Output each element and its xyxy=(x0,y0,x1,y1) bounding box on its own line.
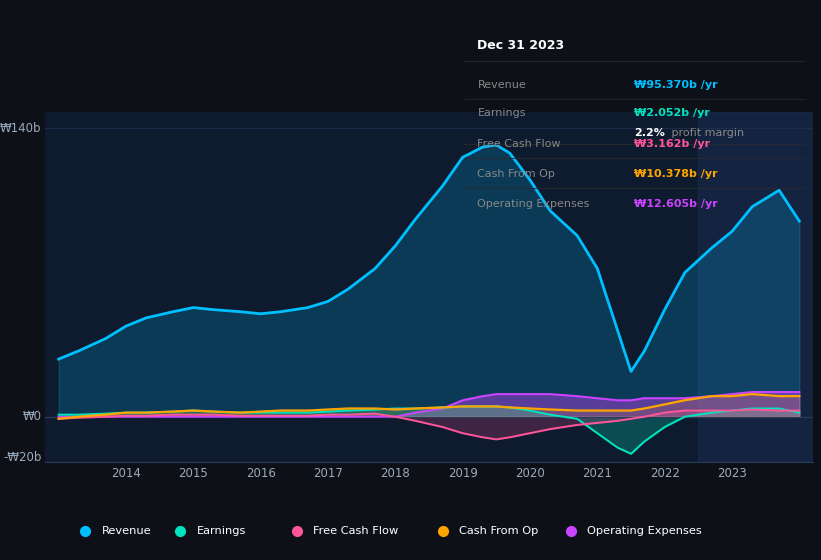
Text: Operating Expenses: Operating Expenses xyxy=(587,526,702,535)
Text: Free Cash Flow: Free Cash Flow xyxy=(314,526,398,535)
Bar xyxy=(699,112,813,462)
Text: Earnings: Earnings xyxy=(478,108,526,118)
Text: Operating Expenses: Operating Expenses xyxy=(478,199,589,209)
Text: Free Cash Flow: Free Cash Flow xyxy=(478,139,561,150)
Text: Earnings: Earnings xyxy=(196,526,245,535)
Text: ₩95.370b /yr: ₩95.370b /yr xyxy=(635,80,718,90)
Text: profit margin: profit margin xyxy=(668,128,745,138)
Text: ₩0: ₩0 xyxy=(22,410,41,423)
Text: Cash From Op: Cash From Op xyxy=(460,526,539,535)
Text: 2.2%: 2.2% xyxy=(635,128,665,138)
Text: ₩12.605b /yr: ₩12.605b /yr xyxy=(635,199,718,209)
Text: Revenue: Revenue xyxy=(478,80,526,90)
Text: ₩140b: ₩140b xyxy=(0,122,41,135)
Text: ₩3.162b /yr: ₩3.162b /yr xyxy=(635,139,710,150)
Text: Dec 31 2023: Dec 31 2023 xyxy=(478,39,565,52)
Text: -₩20b: -₩20b xyxy=(3,451,41,464)
Text: ₩2.052b /yr: ₩2.052b /yr xyxy=(635,108,710,118)
Text: Revenue: Revenue xyxy=(102,526,151,535)
Text: ₩10.378b /yr: ₩10.378b /yr xyxy=(635,169,718,179)
Text: Cash From Op: Cash From Op xyxy=(478,169,555,179)
